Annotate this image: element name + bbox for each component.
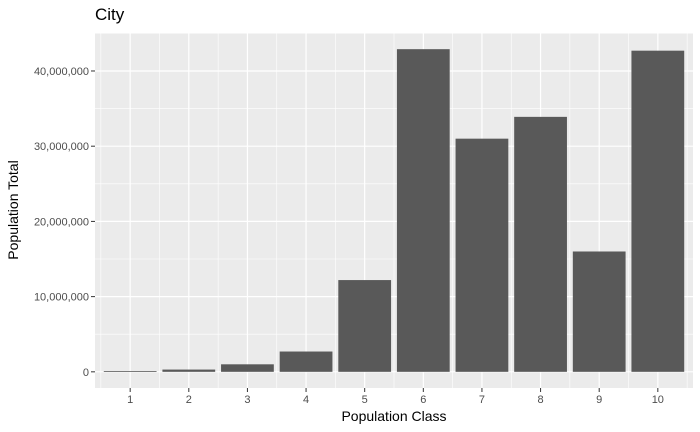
x-tick-label: 9 [596, 394, 602, 406]
bar-9 [572, 251, 626, 372]
chart-title: City [95, 5, 125, 24]
x-tick-label: 2 [186, 394, 192, 406]
x-tick-label: 1 [127, 394, 133, 406]
y-tick-label: 20,000,000 [34, 216, 89, 228]
x-tick-label: 6 [420, 394, 426, 406]
x-axis: 1 2 3 4 5 6 7 8 9 10 [127, 388, 664, 406]
bar-8 [514, 116, 567, 372]
y-axis: 0 10,000,000 20,000,000 30,000,000 40,000,00… [34, 66, 95, 379]
y-tick-label: 0 [83, 367, 89, 379]
y-axis-title: Population Total [5, 160, 21, 259]
x-tick-label: 4 [303, 394, 309, 406]
y-tick-label: 40,000,000 [34, 66, 89, 78]
bar-4 [279, 351, 333, 372]
bar-5 [338, 280, 392, 372]
y-tick-label: 10,000,000 [34, 292, 89, 304]
bar-1 [103, 371, 157, 372]
minor-grid [95, 33, 693, 388]
bars [103, 49, 685, 372]
bar-10 [631, 50, 685, 372]
x-tick-label: 3 [244, 394, 250, 406]
x-tick-label: 10 [652, 394, 664, 406]
x-tick-label: 5 [362, 394, 368, 406]
x-tick-label: 7 [479, 394, 485, 406]
bar-2 [162, 369, 216, 372]
bar-3 [221, 364, 274, 372]
y-tick-label: 30,000,000 [34, 141, 89, 153]
x-tick-label: 8 [538, 394, 544, 406]
bar-6 [396, 49, 450, 372]
bar-7 [455, 138, 509, 372]
x-axis-title: Population Class [341, 408, 446, 424]
